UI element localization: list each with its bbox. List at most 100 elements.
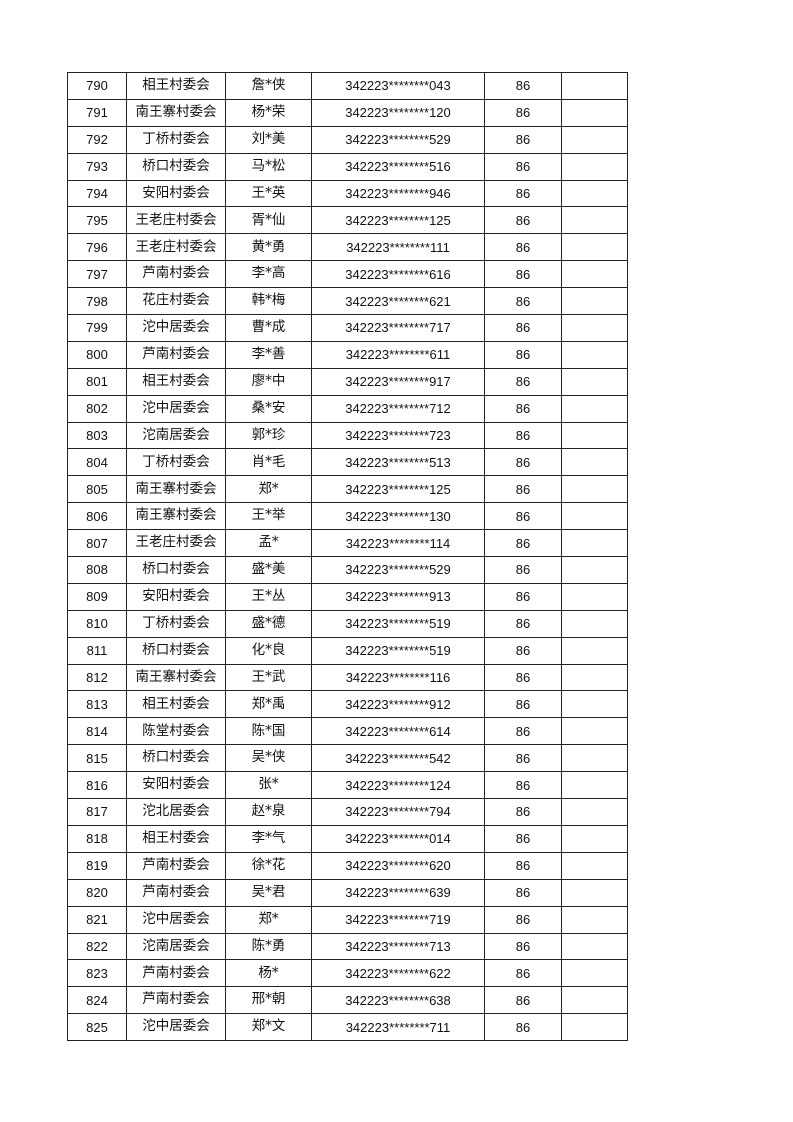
row-number-cell: 802 [67, 394, 127, 423]
name-cell: 李*高 [225, 260, 312, 289]
amount-cell: 86 [484, 959, 562, 988]
name-cell: 郑*禹 [225, 690, 312, 719]
committee-cell: 南王寨村委会 [126, 475, 226, 504]
remark-cell [561, 152, 628, 181]
remark-cell [561, 905, 628, 934]
amount-cell: 86 [484, 717, 562, 746]
amount-cell: 86 [484, 394, 562, 423]
committee-cell: 沱北居委会 [126, 798, 226, 826]
row-number-cell: 810 [67, 609, 127, 638]
name-cell: 盛*德 [225, 609, 312, 638]
table-row: 809 安阳村委会 王*丛 342223********913 86 [67, 582, 628, 611]
remark-cell [561, 663, 628, 692]
name-cell: 王*英 [225, 179, 312, 208]
row-number-cell: 795 [67, 206, 127, 235]
table-row: 802 沱中居委会 桑*安 342223********712 86 [67, 394, 628, 423]
table-row: 816 安阳村委会 张* 342223********124 86 [67, 771, 628, 800]
committee-cell: 陈堂村委会 [126, 717, 226, 746]
table-row: 822 沱南居委会 陈*勇 342223********713 86 [67, 932, 628, 961]
committee-cell: 芦南村委会 [126, 260, 226, 289]
row-number-cell: 822 [67, 932, 127, 961]
row-number-cell: 815 [67, 744, 127, 773]
table-row: 799 沱中居委会 曹*成 342223********717 86 [67, 314, 628, 342]
table-row: 807 王老庄村委会 孟* 342223********114 86 [67, 529, 628, 558]
name-cell: 詹*侠 [225, 72, 312, 100]
remark-cell [561, 609, 628, 638]
table-row: 820 芦南村委会 吴*君 342223********639 86 [67, 878, 628, 907]
row-number-cell: 790 [67, 72, 127, 100]
id-number-cell: 342223********913 [311, 582, 485, 611]
row-number-cell: 823 [67, 959, 127, 988]
table-row: 795 王老庄村委会 胥*仙 342223********125 86 [67, 206, 628, 235]
name-cell: 吴*君 [225, 878, 312, 907]
remark-cell [561, 233, 628, 262]
amount-cell: 86 [484, 72, 562, 100]
row-number-cell: 813 [67, 690, 127, 719]
table-row: 815 桥口村委会 吴*侠 342223********542 86 [67, 744, 628, 773]
table-row: 824 芦南村委会 邢*朝 342223********638 86 [67, 986, 628, 1015]
committee-cell: 相王村委会 [126, 824, 226, 853]
committee-cell: 沱中居委会 [126, 394, 226, 423]
committee-cell: 沱中居委会 [126, 314, 226, 342]
id-number-cell: 342223********529 [311, 556, 485, 584]
id-number-cell: 342223********638 [311, 986, 485, 1015]
id-number-cell: 342223********114 [311, 529, 485, 558]
remark-cell [561, 1013, 628, 1042]
id-number-cell: 342223********513 [311, 448, 485, 477]
committee-cell: 芦南村委会 [126, 878, 226, 907]
row-number-cell: 804 [67, 448, 127, 477]
row-number-cell: 825 [67, 1013, 127, 1042]
amount-cell: 86 [484, 636, 562, 665]
committee-cell: 花庄村委会 [126, 287, 226, 316]
row-number-cell: 821 [67, 905, 127, 934]
id-number-cell: 342223********014 [311, 824, 485, 853]
id-number-cell: 342223********717 [311, 314, 485, 342]
committee-cell: 相王村委会 [126, 72, 226, 100]
row-number-cell: 824 [67, 986, 127, 1015]
amount-cell: 86 [484, 798, 562, 826]
committee-cell: 桥口村委会 [126, 556, 226, 584]
id-number-cell: 342223********116 [311, 663, 485, 692]
id-number-cell: 342223********130 [311, 502, 485, 531]
remark-cell [561, 340, 628, 369]
table-row: 821 沱中居委会 郑* 342223********719 86 [67, 905, 628, 934]
amount-cell: 86 [484, 851, 562, 880]
name-cell: 王*武 [225, 663, 312, 692]
id-number-cell: 342223********713 [311, 932, 485, 961]
committee-cell: 相王村委会 [126, 690, 226, 719]
table-row: 796 王老庄村委会 黄*勇 342223********111 86 [67, 233, 628, 262]
id-number-cell: 342223********519 [311, 609, 485, 638]
id-number-cell: 342223********719 [311, 905, 485, 934]
row-number-cell: 792 [67, 125, 127, 154]
row-number-cell: 808 [67, 556, 127, 584]
remark-cell [561, 636, 628, 665]
committee-cell: 南王寨村委会 [126, 98, 226, 127]
name-cell: 王*举 [225, 502, 312, 531]
row-number-cell: 819 [67, 851, 127, 880]
committee-cell: 桥口村委会 [126, 636, 226, 665]
committee-cell: 桥口村委会 [126, 744, 226, 773]
table-row: 800 芦南村委会 李*善 342223********611 86 [67, 340, 628, 369]
remark-cell [561, 394, 628, 423]
name-cell: 陈*国 [225, 717, 312, 746]
id-number-cell: 342223********043 [311, 72, 485, 100]
committee-cell: 相王村委会 [126, 367, 226, 396]
remark-cell [561, 179, 628, 208]
row-number-cell: 811 [67, 636, 127, 665]
name-cell: 杨* [225, 959, 312, 988]
remark-cell [561, 582, 628, 611]
row-number-cell: 806 [67, 502, 127, 531]
name-cell: 曹*成 [225, 314, 312, 342]
row-number-cell: 791 [67, 98, 127, 127]
table-row: 812 南王寨村委会 王*武 342223********116 86 [67, 663, 628, 692]
id-number-cell: 342223********614 [311, 717, 485, 746]
name-cell: 赵*泉 [225, 798, 312, 826]
id-number-cell: 342223********639 [311, 878, 485, 907]
table-row: 801 相王村委会 廖*中 342223********917 86 [67, 367, 628, 396]
amount-cell: 86 [484, 502, 562, 531]
id-number-cell: 342223********622 [311, 959, 485, 988]
table-row: 792 丁桥村委会 刘*美 342223********529 86 [67, 125, 628, 154]
committee-cell: 王老庄村委会 [126, 206, 226, 235]
row-number-cell: 812 [67, 663, 127, 692]
table-row: 817 沱北居委会 赵*泉 342223********794 86 [67, 798, 628, 826]
